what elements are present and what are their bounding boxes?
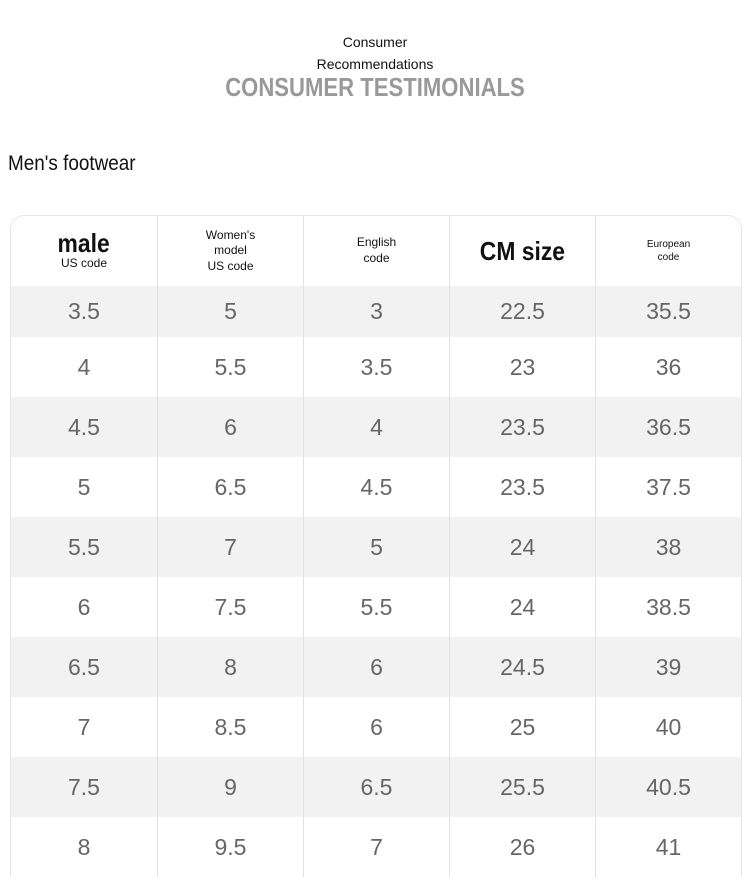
data-cell: 24 — [449, 517, 595, 577]
header-cell: European code — [595, 216, 741, 286]
header-text: code — [657, 252, 680, 263]
data-cell: 4.5 — [303, 457, 449, 517]
data-cell: 4 — [77, 353, 91, 380]
header-text: US code — [207, 258, 254, 273]
data-cell: 23.5 — [449, 397, 595, 457]
header-text: CM size — [479, 236, 566, 266]
data-cell: 7 — [157, 517, 303, 577]
data-cell: 36.5 — [595, 397, 741, 457]
data-cell: 38.5 — [595, 577, 741, 637]
data-cell: 3 — [303, 286, 449, 337]
data-cell: 25.5 — [449, 757, 595, 817]
data-cell: 35.5 — [595, 286, 741, 337]
data-cell: 6 — [303, 637, 449, 697]
data-cell: 9.5 — [157, 817, 303, 877]
data-cell: 3.5 — [68, 298, 100, 324]
data-cell: 5 — [157, 286, 303, 337]
data-cell: 7.5 — [68, 773, 100, 800]
header-cell: CM size — [449, 216, 595, 286]
data-cell: 39 — [595, 637, 741, 697]
data-row: 7.5 9 6.5 25.5 40.5 — [11, 757, 741, 817]
data-cell: 6 — [303, 697, 449, 757]
data-cell: 7 — [77, 713, 91, 740]
data-cell: 40 — [595, 697, 741, 757]
data-cell: 24.5 — [449, 637, 595, 697]
header-text: English — [356, 235, 397, 250]
data-row: 5.5 7 5 24 38 — [11, 517, 741, 577]
data-cell: 5.5 — [157, 337, 303, 397]
header-text: Women's — [205, 227, 256, 242]
data-cell: 7.5 — [157, 577, 303, 637]
data-cell: 40.5 — [595, 757, 741, 817]
header-cell: Women's model US code — [157, 216, 303, 286]
data-cell: 24 — [449, 577, 595, 637]
data-cell: 6.5 — [157, 457, 303, 517]
header-text: European — [646, 239, 691, 250]
data-cell: 3.5 — [303, 337, 449, 397]
data-cell: 9 — [157, 757, 303, 817]
data-cell: 23 — [449, 337, 595, 397]
header-line: Recommendations — [316, 56, 434, 72]
data-row: 3.5 5 3 22.5 35.5 — [11, 286, 741, 337]
data-cell: 8 — [157, 637, 303, 697]
data-cell: 6 — [77, 593, 91, 620]
data-cell: 5.5 — [68, 533, 100, 560]
header-title: CONSUMER TESTIMONIALS — [225, 72, 525, 102]
data-cell: 22.5 — [449, 286, 595, 337]
data-cell: 25 — [449, 697, 595, 757]
header-text: US code — [60, 256, 108, 271]
data-cell: 37.5 — [595, 457, 741, 517]
data-cell: 8 — [77, 833, 91, 860]
data-row: 4.5 6 4 23.5 36.5 — [11, 397, 741, 457]
data-cell: 6.5 — [68, 653, 100, 680]
data-cell: 41 — [595, 817, 741, 877]
data-row: 5 6.5 4.5 23.5 37.5 — [11, 457, 741, 517]
size-table: male US code Women's model US code English cod… — [10, 215, 742, 877]
data-cell: 8.5 — [157, 697, 303, 757]
data-cell: 7 — [303, 817, 449, 877]
data-cell: 5 — [303, 517, 449, 577]
data-cell: 5.5 — [303, 577, 449, 637]
header-row: male US code Women's model US code English cod… — [11, 216, 741, 286]
header-text: code — [363, 251, 390, 265]
data-row: 7 8.5 6 25 40 — [11, 697, 741, 757]
data-row: 4 5.5 3.5 23 36 — [11, 337, 741, 397]
data-cell: 6.5 — [303, 757, 449, 817]
header-cell: English code — [303, 216, 449, 286]
data-cell: 5 — [77, 473, 91, 500]
data-cell: 26 — [449, 817, 595, 877]
section-title: Men's footwear — [8, 152, 136, 175]
header-cell: male US code — [11, 216, 157, 286]
data-row: 6 7.5 5.5 24 38.5 — [11, 577, 741, 637]
data-cell: 23.5 — [449, 457, 595, 517]
data-row: 8 9.5 7 26 41 — [11, 817, 741, 877]
data-cell: 4.5 — [68, 413, 100, 440]
header-line: Consumer — [342, 34, 408, 50]
header-text: model — [214, 243, 247, 258]
data-cell: 36 — [595, 337, 741, 397]
data-row: 6.5 8 6 24.5 39 — [11, 637, 741, 697]
data-cell: 4 — [303, 397, 449, 457]
header-text: male — [57, 228, 111, 259]
data-cell: 38 — [595, 517, 741, 577]
data-cell: 6 — [157, 397, 303, 457]
